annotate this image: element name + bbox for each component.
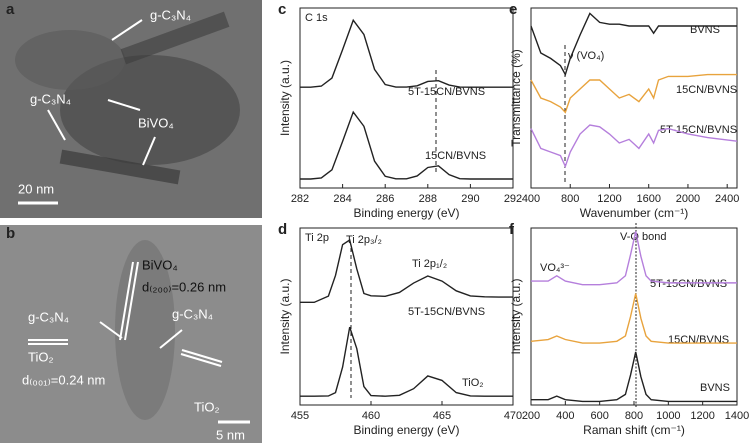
x-tick-label: 400 (556, 410, 574, 422)
x-tick-label: 288 (419, 193, 437, 205)
plot-frame (299, 227, 514, 406)
series-line (530, 73, 737, 114)
scale-label: 20 nm (18, 181, 54, 196)
image-label: d₍₀₀₁₎=0.24 nm (22, 372, 105, 387)
x-tick-label: 1400 (725, 410, 749, 422)
annotation: V-O bond (620, 231, 666, 243)
panel-label: f (509, 221, 515, 238)
series-label: BVNS (700, 382, 730, 394)
annotation: Ti 2p₃/₂ (346, 234, 382, 246)
x-tick-label: 1200 (690, 410, 714, 422)
series-line (530, 124, 738, 169)
annotation: ν (VO₄) (568, 50, 604, 62)
x-tick-label: 2000 (676, 193, 700, 205)
series-label: TiO₂ (462, 377, 484, 389)
image-label: g-C₃N₄ (30, 91, 71, 106)
x-tick-label: 1000 (656, 410, 680, 422)
x-tick-label: 455 (291, 410, 309, 422)
annotation: C 1s (305, 12, 328, 24)
image-label: BiVO₄ (142, 257, 178, 272)
series-line (300, 326, 513, 397)
series-line (300, 18, 513, 88)
x-axis-label: Binding energy (eV) (353, 423, 459, 437)
image-label: g-C₃N₄ (150, 7, 191, 22)
y-axis-label: Intensity (a.u.) (278, 278, 292, 354)
plot-frame (299, 7, 514, 189)
x-tick-label: 470 (504, 410, 522, 422)
panel-label: e (509, 1, 517, 18)
x-tick-label: 460 (362, 410, 380, 422)
image-label: TiO₂ (28, 349, 54, 364)
panel-label: c (278, 1, 286, 18)
annotation: Ti 2p₁/₂ (412, 258, 447, 270)
series-label: BVNS (690, 24, 720, 36)
x-tick-label: 400 (522, 193, 540, 205)
y-axis-label: Intensity (a.u.) (509, 278, 523, 354)
series-label: 5T-15CN/BVNS (408, 306, 485, 318)
x-tick-label: 2400 (715, 193, 739, 205)
series-line (531, 231, 737, 286)
image-label: g-C₃N₄ (172, 306, 213, 321)
series-label: 5T-15CN/BVNS (660, 124, 737, 136)
image-label: d₍₂₀₀₎=0.26 nm (142, 279, 226, 294)
panel-label: a (6, 1, 15, 18)
panel-label: b (6, 225, 15, 242)
x-tick-label: 282 (291, 193, 309, 205)
x-tick-label: 286 (376, 193, 394, 205)
series-label: 5T-15CN/BVNS (408, 86, 485, 98)
y-axis-label: Transmittance (%) (509, 49, 523, 147)
x-tick-label: 1200 (597, 193, 621, 205)
series-label: 15CN/BVNS (668, 334, 729, 346)
series-line (300, 110, 513, 180)
annotation: Ti 2p (305, 232, 329, 244)
image-label: BiVO₄ (138, 115, 174, 130)
x-axis-label: Wavenumber (cm⁻¹) (580, 206, 689, 220)
x-axis-label: Raman shift (cm⁻¹) (583, 423, 685, 437)
series-label: 15CN/BVNS (676, 84, 737, 96)
series-line (530, 12, 737, 77)
hrtem-image (0, 225, 262, 443)
x-tick-label: 465 (433, 410, 451, 422)
x-tick-label: 1600 (636, 193, 660, 205)
x-tick-label: 292 (504, 193, 522, 205)
x-tick-label: 290 (461, 193, 479, 205)
x-tick-label: 600 (590, 410, 608, 422)
image-label: TiO₂ (194, 399, 220, 414)
x-tick-label: 284 (333, 193, 351, 205)
series-line (300, 238, 513, 304)
tem-image (0, 0, 262, 218)
x-tick-label: 800 (561, 193, 579, 205)
x-axis-label: Binding energy (eV) (353, 206, 459, 220)
series-label: 5T-15CN/BVNS (650, 278, 727, 290)
panel-label: d (278, 221, 287, 238)
series-line (530, 293, 737, 344)
plot-frame (530, 7, 738, 189)
scale-label: 5 nm (216, 427, 245, 442)
x-tick-label: 800 (625, 410, 643, 422)
series-label: 15CN/BVNS (425, 150, 486, 162)
y-axis-label: Intensity (a.u.) (278, 60, 292, 136)
plot-frame (530, 227, 738, 406)
annotation: VO₄³⁻ (540, 262, 570, 274)
series-line (531, 351, 737, 403)
image-label: g-C₃N₄ (28, 309, 69, 324)
x-tick-label: 200 (522, 410, 540, 422)
